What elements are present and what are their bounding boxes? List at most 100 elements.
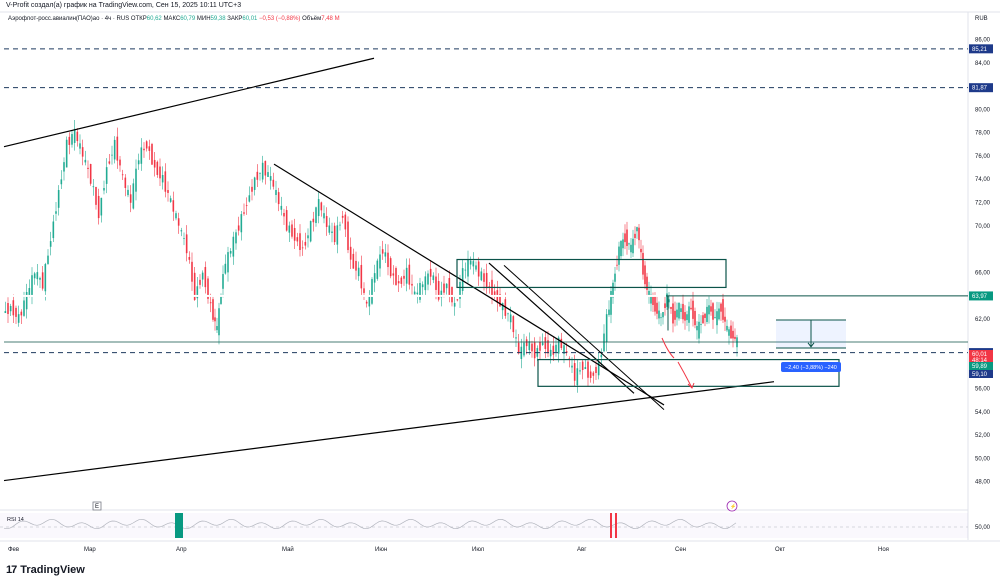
candle-body — [642, 252, 644, 275]
candle-body — [483, 273, 485, 282]
candle-body — [111, 154, 113, 156]
open-value: 60,62 — [146, 16, 162, 22]
y-tick-label: 74,00 — [975, 177, 991, 183]
x-tick-label: Июн — [375, 547, 387, 553]
candle-body — [218, 308, 220, 336]
y-tick-label: 52,00 — [975, 433, 991, 439]
candle-body — [237, 225, 240, 231]
candle-body — [411, 283, 413, 286]
candle-body — [435, 276, 437, 290]
candle-body — [491, 279, 493, 297]
current-price-tag-label: 60,01 — [972, 352, 988, 358]
current-price-tag — [969, 370, 993, 378]
candle-body — [65, 139, 68, 168]
y-tick-label: 78,00 — [975, 131, 991, 137]
candle-body — [100, 197, 103, 216]
candle-body — [121, 174, 124, 176]
candle-body — [201, 272, 204, 280]
candle-body — [129, 194, 132, 203]
candle-body — [416, 292, 419, 295]
candle-body — [9, 305, 12, 312]
candle-body — [140, 147, 143, 164]
candle-body — [523, 342, 525, 356]
candle-body — [696, 325, 698, 331]
candle-body — [23, 300, 25, 316]
candle-body — [76, 131, 79, 142]
candle-body — [734, 336, 736, 339]
candle-body — [320, 202, 323, 211]
zone-rectangle — [537, 358, 840, 387]
candle-body — [405, 267, 408, 284]
currency-label: RUB — [975, 16, 988, 22]
measure-label-box — [781, 362, 841, 372]
candle-body — [571, 365, 573, 368]
measure-label: −2,40 (−3,88%) −240 — [785, 365, 837, 371]
candle-body — [272, 179, 275, 187]
candle-body — [73, 128, 76, 143]
candle-body — [718, 308, 720, 320]
candle-body — [227, 252, 229, 273]
candle-body — [127, 189, 129, 196]
candle-body — [275, 189, 277, 195]
candle-body — [41, 272, 44, 289]
candle-body — [652, 296, 654, 305]
y-tick-label: 50,00 — [975, 456, 991, 462]
candle-body — [177, 218, 180, 226]
x-tick-label: Окт — [775, 547, 785, 553]
candle-body — [240, 214, 243, 233]
x-tick-label: Фев — [8, 547, 19, 553]
candle-body — [92, 186, 95, 188]
level-price-tag — [969, 44, 993, 54]
candle-body — [730, 325, 732, 339]
candle-body — [485, 272, 488, 289]
candle-body — [499, 294, 501, 307]
candle-body — [212, 299, 214, 320]
zone-rectangle — [456, 258, 727, 289]
candle-body — [164, 171, 167, 192]
candle-body — [674, 310, 676, 320]
candle-body — [196, 286, 199, 299]
candle-body — [600, 354, 603, 358]
candle-body — [686, 314, 688, 321]
candle-body — [467, 259, 469, 277]
candle-body — [682, 303, 684, 320]
candle-body — [456, 299, 459, 301]
candle-body — [229, 250, 232, 254]
candle-body — [662, 312, 664, 318]
candle-body — [541, 342, 544, 346]
candle-body — [700, 323, 702, 325]
candle-body — [493, 291, 496, 296]
candle-body — [209, 302, 212, 304]
candle-body — [488, 286, 491, 288]
candle-body — [103, 188, 105, 191]
candle-body — [684, 312, 686, 321]
x-tick-label: Сен — [675, 547, 686, 553]
candle-body — [525, 339, 528, 347]
tradingview-brand: TradingView — [20, 564, 85, 576]
candle-body — [704, 313, 706, 318]
candle-body — [379, 254, 381, 269]
candle-body — [597, 361, 600, 376]
candle-body — [299, 233, 301, 250]
candle-body — [20, 311, 23, 316]
trend-line — [3, 381, 775, 482]
candle-body — [220, 296, 222, 304]
candle-body — [724, 316, 726, 322]
candle-body — [716, 311, 718, 326]
candle-body — [654, 296, 656, 312]
candle-body — [475, 265, 477, 270]
candle-body — [644, 265, 646, 285]
candle-body — [349, 246, 352, 260]
candle-body — [84, 159, 87, 163]
candle-body — [720, 303, 722, 312]
candle-body — [87, 167, 89, 170]
candle-body — [188, 257, 191, 260]
high-value: 60,79 — [180, 16, 196, 22]
candle-body — [301, 247, 304, 249]
candle-body — [57, 190, 60, 208]
y-tick-label: 48,00 — [975, 480, 991, 486]
symbol-label: Аэрофлот-росс.авиалин(ПАО)ао · 4ч · RUS — [8, 16, 130, 22]
candle-body — [365, 301, 368, 304]
rsi-line — [3, 518, 737, 530]
